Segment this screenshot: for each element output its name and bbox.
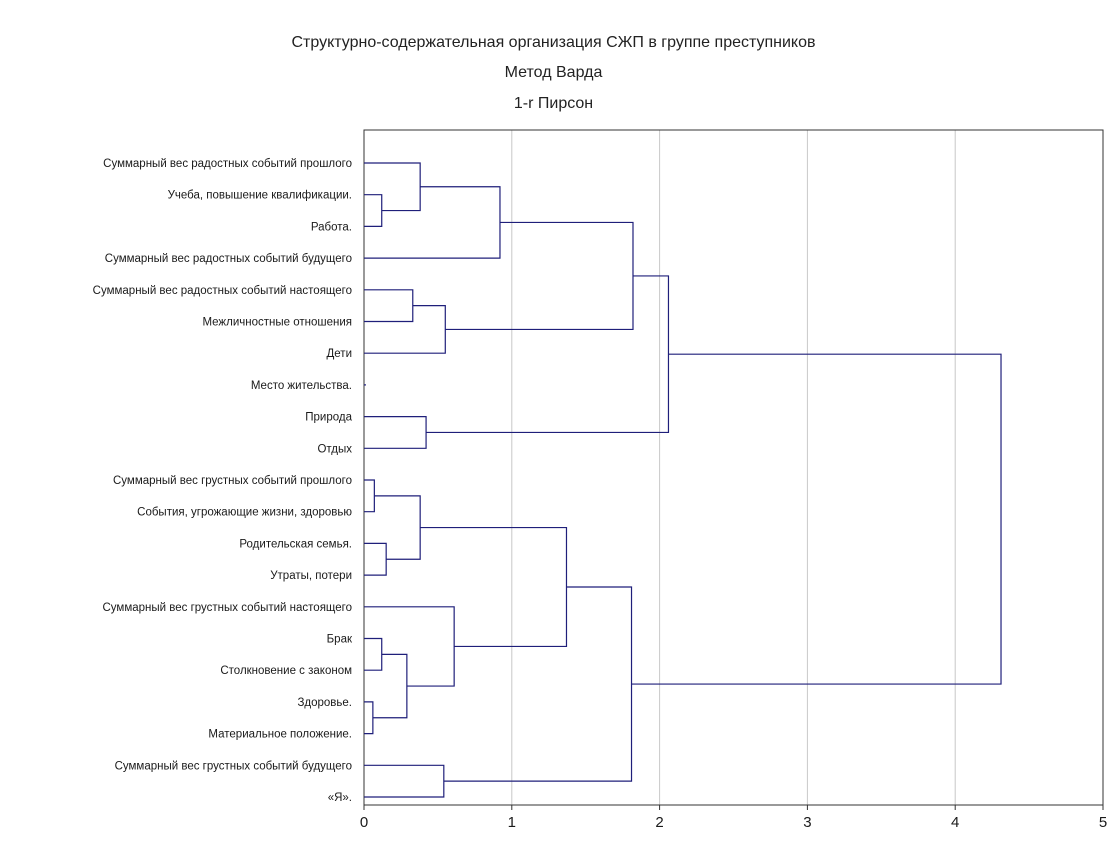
- leaf-label-9: Отдых: [317, 443, 352, 455]
- leaf-label-10: Суммарный вес грустных событий прошлого: [113, 475, 352, 487]
- chart-subtitle: Метод Варда: [504, 64, 603, 81]
- chart-title: Структурно-содержательная организация СЖ…: [291, 34, 816, 51]
- leaf-label-0: Суммарный вес радостных событий прошлого: [103, 158, 352, 170]
- leaf-label-16: Столкновение с законом: [220, 665, 352, 677]
- dendrogram-link-16: [364, 764, 445, 798]
- dendrogram-link-13: [372, 653, 408, 719]
- dendrogram-link-9: [364, 542, 387, 576]
- dendrogram-link-11: [364, 637, 383, 671]
- leaf-label-20: «Я».: [328, 792, 352, 804]
- dendrogram-link-3: [364, 289, 414, 323]
- leaf-label-17: Здоровье.: [297, 697, 352, 709]
- dendrogram-link-1: [364, 162, 421, 212]
- leaf-label-19: Суммарный вес грустных событий будущего: [115, 760, 352, 772]
- dendrogram-link-17: [443, 586, 633, 782]
- dendrogram-link-14: [364, 606, 455, 687]
- dendrogram-link-10: [374, 495, 421, 560]
- leaf-label-3: Суммарный вес радостных событий будущего: [105, 253, 352, 265]
- x-tick-label-0: 0: [360, 814, 368, 831]
- dendrogram-link-5: [445, 221, 634, 331]
- dendrogram-link-8: [364, 479, 375, 513]
- dendrogram-link-7: [426, 275, 670, 434]
- plot-frame: [363, 129, 1104, 806]
- leaf-label-7: Место жительства.: [251, 380, 352, 392]
- leaf-label-12: Родительская семья.: [239, 538, 352, 550]
- chart-subtitle-2: 1-r Пирсон: [513, 95, 594, 112]
- dendrogram-link-18: [631, 353, 1002, 685]
- leaf-label-2: Работа.: [311, 221, 352, 233]
- dendrogram-link-0: [364, 194, 383, 227]
- leaf-label-13: Утраты, потери: [270, 570, 352, 582]
- leaf-label-14: Суммарный вес грустных событий настоящег…: [102, 602, 352, 614]
- leaf-label-11: События, угрожающие жизни, здоровью: [137, 507, 352, 519]
- dendrogram-link-2: [364, 186, 501, 259]
- leaf-label-6: Дети: [327, 348, 353, 360]
- dendrogram-link-6: [364, 416, 427, 449]
- leaf-label-1: Учеба, повышение квалификации.: [168, 190, 352, 202]
- leaf-label-4: Суммарный вес радостных событий настояще…: [93, 285, 352, 297]
- leaf-label-15: Брак: [327, 634, 353, 646]
- x-tick-label-1: 1: [508, 814, 516, 831]
- x-tick-label-3: 3: [803, 814, 811, 831]
- x-tick-label-2: 2: [655, 814, 663, 831]
- x-tick-label-4: 4: [951, 814, 959, 831]
- leaf-label-18: Материальное положение.: [208, 729, 352, 741]
- dendrogram-link-4: [364, 305, 446, 354]
- dendrogram-link-15: [420, 526, 568, 648]
- x-tick-label-5: 5: [1099, 814, 1107, 831]
- dendrogram-link-12: [364, 701, 374, 735]
- leaf-label-5: Межличностные отношения: [202, 317, 352, 329]
- leaf-label-8: Природа: [305, 412, 352, 424]
